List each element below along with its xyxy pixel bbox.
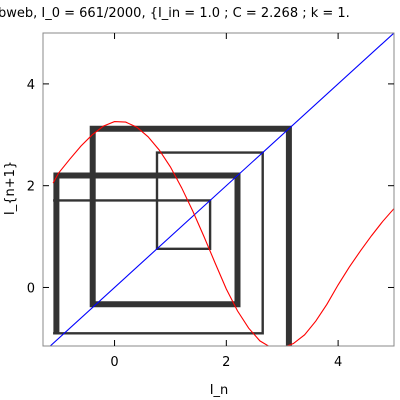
y-tick-label: 4 bbox=[27, 78, 35, 93]
cobweb-path-2 bbox=[53, 125, 292, 346]
plot-area: 0 2 4 0 2 4 bbox=[27, 32, 395, 370]
identity-line bbox=[49, 33, 394, 346]
map-curve bbox=[52, 121, 394, 346]
x-tick-label: 0 bbox=[110, 355, 118, 370]
x-axis-label: I_n bbox=[210, 383, 229, 398]
series-group bbox=[49, 33, 394, 346]
cobweb-path-1 bbox=[53, 151, 264, 335]
x-tick-label: 2 bbox=[222, 355, 230, 370]
y-axis-label: I_{n+1} bbox=[3, 161, 18, 215]
x-tick-label: 4 bbox=[334, 355, 342, 370]
plot-frame bbox=[42, 32, 395, 347]
chart-title: bweb, I_0 = 661/2000, {I_in = 1.0 ; C = … bbox=[0, 6, 350, 21]
y-tick-label: 0 bbox=[27, 281, 35, 296]
y-tick-label: 2 bbox=[27, 180, 35, 195]
